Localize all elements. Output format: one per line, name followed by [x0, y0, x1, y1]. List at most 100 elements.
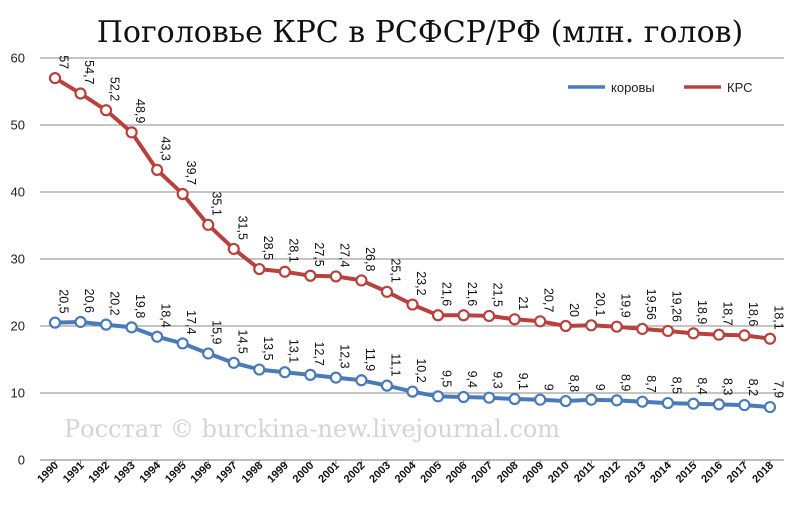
data-label: 20,5: [57, 289, 71, 313]
data-label: 28,5: [261, 236, 275, 260]
data-label: 15,9: [210, 320, 224, 344]
data-label: 8,7: [644, 375, 658, 392]
data-label: 8,5: [669, 377, 683, 394]
series-group: 20,5 20,6 20,2 19,8 18,4 17,4 15,9 14,5 13,5 13,1…: [48, 55, 786, 414]
data-point: [380, 285, 394, 298]
y-tick-label: 0: [18, 453, 25, 468]
data-point: [610, 320, 623, 333]
data-point: [483, 309, 496, 323]
data-point: [380, 379, 394, 392]
data-label: 28,1: [286, 238, 300, 262]
x-tick-label: 2008: [495, 460, 521, 486]
data-label: 21,6: [465, 282, 479, 306]
data-point: [202, 218, 215, 231]
data-point: [329, 270, 342, 283]
data-point: [176, 337, 189, 350]
x-tick-label: 1991: [61, 460, 87, 486]
data-point: [125, 126, 138, 139]
x-tick-label: 1994: [137, 459, 163, 485]
data-label: 9: [542, 384, 556, 391]
data-point: [99, 318, 113, 331]
data-label: 20,7: [542, 288, 556, 312]
data-point: [329, 371, 342, 384]
gridlines: [40, 57, 784, 461]
data-label: 21: [516, 296, 530, 310]
x-tick-label: 2004: [393, 459, 419, 485]
data-point: [661, 396, 674, 410]
y-tick-label: 10: [11, 386, 25, 401]
data-label: 20,2: [108, 291, 122, 315]
data-point: [253, 363, 266, 376]
x-tick-label: 2010: [546, 460, 572, 486]
data-point: [431, 309, 445, 322]
data-label: 25,1: [388, 258, 402, 282]
data-label: 35,1: [210, 191, 224, 215]
data-point: [74, 87, 87, 100]
data-point: [687, 397, 700, 410]
data-point: [227, 242, 240, 256]
data-label: 18,1: [772, 305, 786, 329]
x-tick-label: 1996: [189, 460, 215, 486]
data-label: 18,9: [695, 300, 709, 324]
data-label: 21,5: [491, 283, 505, 307]
data-point: [253, 262, 266, 276]
data-point: [48, 71, 62, 85]
data-point: [534, 315, 547, 328]
data-label: 52,2: [108, 77, 122, 101]
data-label: 54,7: [82, 60, 96, 84]
x-tick-label: 1998: [240, 460, 266, 486]
data-label: 8,4: [695, 377, 709, 394]
x-tick-label: 2005: [418, 460, 444, 486]
data-point: [636, 322, 649, 336]
data-point: [431, 390, 445, 403]
data-point: [176, 187, 189, 201]
data-point: [559, 319, 572, 333]
data-label: 9,1: [516, 373, 530, 390]
data-point: [278, 265, 291, 278]
data-point: [278, 366, 291, 379]
data-label: 27,5: [312, 242, 326, 266]
y-tick-label: 60: [11, 51, 25, 66]
data-point: [202, 347, 215, 360]
y-tick-label: 20: [11, 319, 25, 334]
x-tick-label: 1995: [163, 460, 189, 486]
data-label: 11,1: [388, 353, 402, 376]
x-tick-label: 2003: [367, 460, 393, 486]
data-label: 9,3: [491, 371, 505, 388]
data-label: 48,9: [133, 99, 147, 123]
x-axis-ticks: 1990 1991 1992 1993 1994 1995 1996 1997 1998 1999…: [35, 459, 776, 485]
data-label: 9,4: [465, 371, 479, 388]
data-label: 31,5: [235, 216, 249, 240]
data-point: [125, 321, 138, 334]
data-point: [763, 400, 777, 414]
data-point: [406, 385, 419, 398]
data-label: 19,8: [133, 294, 147, 318]
data-point: [483, 391, 496, 404]
legend: коровы КРС: [568, 80, 753, 95]
data-point: [74, 315, 87, 329]
x-tick-label: 2016: [699, 460, 725, 486]
legend-label-cattle: КРС: [727, 80, 753, 95]
data-label: 13,1: [286, 339, 300, 363]
data-point: [559, 394, 572, 408]
data-label: 8,2: [746, 379, 760, 396]
y-tick-label: 30: [11, 252, 25, 267]
watermark-text: Росстат © burckina-new.livejournal.com: [64, 415, 560, 443]
data-point: [636, 395, 649, 408]
data-point: [457, 309, 470, 322]
chart-title: Поголовье КРС в РСФСР/РФ (млн. голов): [97, 15, 744, 50]
data-point: [355, 274, 368, 287]
x-tick-label: 2009: [521, 460, 547, 486]
data-label: 18,7: [720, 301, 734, 325]
data-label: 8,9: [618, 374, 632, 391]
x-tick-label: 2007: [469, 460, 495, 486]
x-tick-label: 2002: [342, 460, 368, 486]
data-label: 23,2: [414, 271, 428, 295]
y-axis-ticks: 0 10 20 30 40 50 60: [11, 51, 25, 468]
x-tick-label: 1993: [112, 460, 138, 486]
data-label: 7,9: [772, 381, 786, 398]
data-point: [585, 319, 598, 332]
data-point: [712, 398, 726, 411]
data-label: 12,3: [337, 344, 351, 368]
